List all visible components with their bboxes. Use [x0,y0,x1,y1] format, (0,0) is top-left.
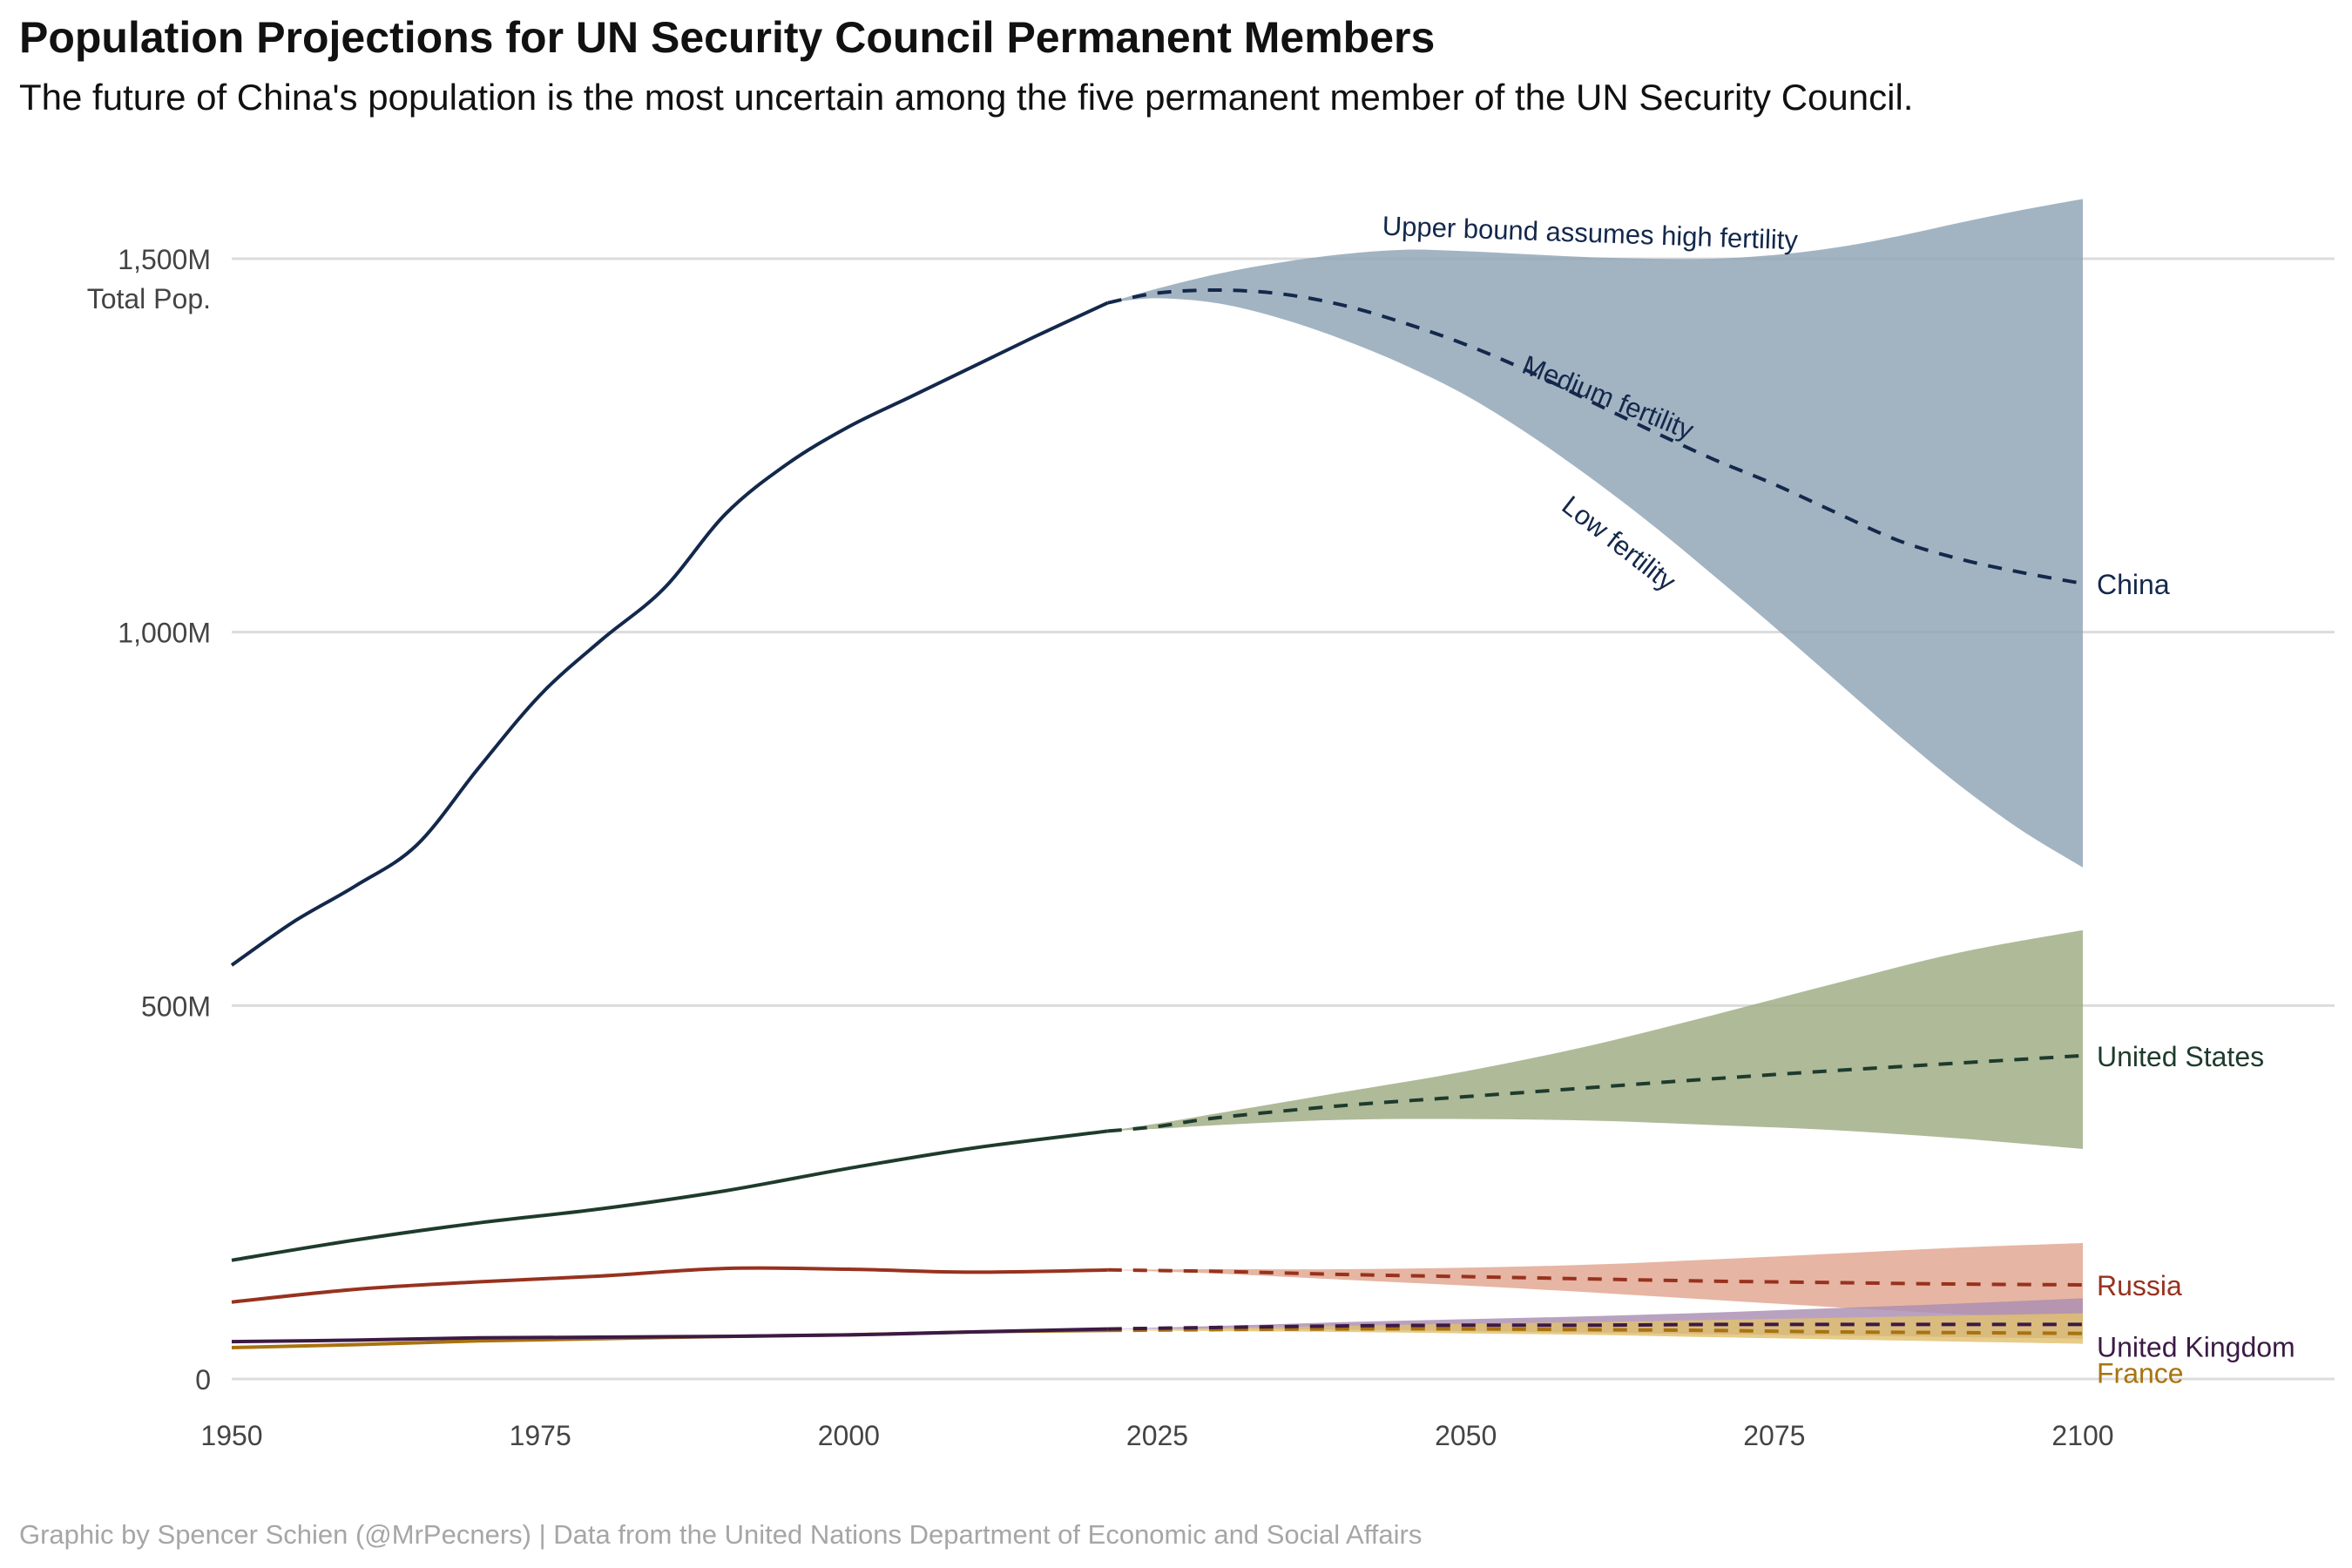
line-historical-united-states [231,1129,1109,1262]
y-axis-label: Total Pop. [87,283,211,314]
y-tick-label: 1,500M [118,244,211,275]
series-label-russia: Russia [2097,1270,2182,1301]
x-tick-label: 1950 [200,1420,262,1451]
x-tick-label: 2100 [2051,1420,2113,1451]
series-label-china: China [2097,569,2170,600]
series-lines [230,287,2084,1349]
chart-subtitle: The future of China's population is the … [19,77,1914,118]
y-tick-label: 0 [195,1364,211,1396]
y-tick-label: 1,000M [118,618,211,649]
x-tick-label: 2050 [1435,1420,1497,1451]
y-tick-label: 500M [141,990,211,1022]
x-tick-label: 2075 [1743,1420,1805,1451]
chart-caption: Graphic by Spencer Schien (@MrPecners) |… [19,1519,1423,1550]
line-projection-russia [1107,1267,2084,1287]
band-united-states [1107,929,2083,1149]
band-china [1107,199,2083,868]
series-labels: China United States Russia United KingdomFr… [2097,569,2295,1389]
x-tick-label: 2025 [1126,1420,1188,1451]
chart-title: Population Projections for UN Security C… [19,13,1436,62]
line-historical-russia [231,1266,1108,1304]
line-projection-china [1107,287,2084,585]
series-label-united-kingdom: United Kingdom [2097,1331,2295,1362]
projection-bands [1107,199,2083,1344]
series-label-united-states: United States [2097,1041,2264,1072]
line-projection-united-states [1107,1053,2084,1133]
band-russia [1107,1243,2083,1321]
annotation-upper-bound: Upper bound assumes high fertility [1382,211,1799,256]
line-projection-united-kingdom [1107,1322,2083,1331]
axes: 0 500M 1,000M 1,500M Total Pop. 1950 1975 2000 2… [87,244,2114,1451]
series-label-france: France [2097,1358,2184,1389]
x-tick-label: 2000 [818,1420,880,1451]
line-historical-united-kingdom [231,1327,1108,1344]
line-historical-china [230,301,1109,967]
x-tick-label: 1975 [510,1420,571,1451]
line-projection-france [1107,1327,2084,1335]
